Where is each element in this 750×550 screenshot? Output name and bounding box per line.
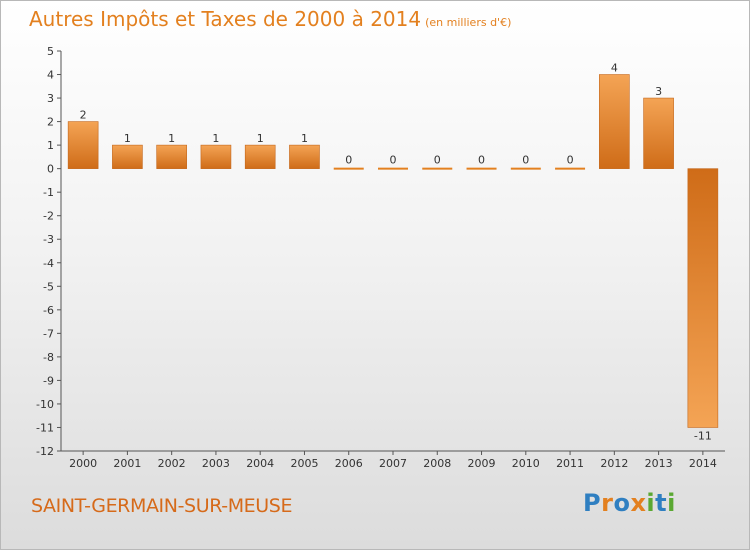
commune-name: SAINT-GERMAIN-SUR-MEUSE: [31, 495, 293, 517]
y-tick-label: 0: [47, 163, 54, 176]
logo-letter: r: [601, 489, 614, 517]
y-tick-label: -11: [36, 421, 54, 434]
data-label: 4: [611, 62, 618, 75]
logo-letter: t: [655, 489, 668, 517]
data-label: 0: [345, 154, 352, 167]
bar: [67, 121, 99, 169]
x-tick-label: 2006: [335, 457, 363, 470]
bar: [156, 144, 187, 169]
x-tick-label: 2005: [290, 457, 318, 470]
x-tick-label: 2000: [69, 457, 97, 470]
data-label: 0: [522, 154, 529, 167]
y-tick-label: 4: [47, 69, 54, 82]
data-label: 1: [168, 132, 175, 145]
data-label: 0: [390, 154, 397, 167]
data-label: 0: [567, 154, 574, 167]
data-label: 1: [301, 132, 308, 145]
data-label: 1: [257, 132, 264, 145]
y-tick-label: -7: [43, 327, 54, 340]
bar: [244, 144, 276, 169]
y-tick-label: -4: [43, 257, 54, 270]
y-tick-label: -6: [43, 304, 54, 317]
data-label: 1: [124, 132, 131, 145]
y-tick-label: 3: [47, 92, 54, 105]
data-label: 2: [80, 109, 87, 122]
x-tick-label: 2002: [158, 457, 186, 470]
data-labels: 2 1 1 1 1 1 0 0 0 0 0 0 4 3 -11: [80, 62, 712, 443]
y-tick-label: -2: [43, 210, 54, 223]
logo-letter: o: [613, 489, 631, 517]
bar: [599, 74, 630, 169]
y-tick-label: 5: [47, 45, 54, 58]
y-tick-label: -10: [36, 398, 54, 411]
x-tick-label: 2007: [379, 457, 407, 470]
bar: [200, 144, 232, 169]
x-tick-label: 2010: [512, 457, 540, 470]
logo-letter: x: [630, 489, 647, 517]
bar: [687, 168, 719, 428]
data-label: 0: [478, 154, 485, 167]
bar: [510, 167, 541, 170]
y-tick-label: 2: [47, 116, 54, 129]
bar: [378, 167, 408, 170]
data-label: -11: [694, 429, 712, 442]
chart-subtitle: (en milliers d'€): [425, 16, 512, 29]
bar: [466, 167, 497, 170]
bars: [67, 74, 719, 428]
y-tick-label: -8: [43, 351, 54, 364]
x-tick-label: 2013: [645, 457, 673, 470]
x-tick-label: 2011: [556, 457, 584, 470]
x-tick-label: 2014: [689, 457, 717, 470]
chart-title: Autres Impôts et Taxes de 2000 à 2014 (en…: [29, 7, 511, 31]
y-tick-label: -3: [43, 233, 54, 246]
bar: [555, 167, 586, 170]
y-tick-label: -12: [36, 445, 54, 458]
title-text: Autres Impôts et Taxes de 2000 à 2014: [29, 7, 422, 31]
data-label: 1: [212, 132, 219, 145]
logo-letter: P: [583, 489, 602, 517]
x-tick-label: 2003: [202, 457, 230, 470]
x-tick-label: 2008: [423, 457, 451, 470]
bar: [643, 97, 674, 169]
y-tick-label: -1: [43, 186, 54, 199]
data-label: 3: [655, 85, 662, 98]
y-tick-label: -9: [43, 374, 54, 387]
bar: [333, 167, 364, 170]
proxiti-logo[interactable]: Proxiti: [583, 489, 676, 517]
bar: [289, 144, 320, 169]
bar: [112, 144, 143, 169]
data-label: 0: [434, 154, 441, 167]
x-tick-label: 2004: [246, 457, 274, 470]
logo-letter: i: [667, 489, 676, 517]
x-tick-label: 2009: [468, 457, 496, 470]
x-tick-label: 2001: [113, 457, 141, 470]
logo-letter: i: [646, 489, 656, 517]
x-tick-label: 2012: [600, 457, 628, 470]
y-tick-label: -5: [43, 280, 54, 293]
bar: [422, 167, 453, 170]
y-tick-label: 1: [47, 139, 54, 152]
